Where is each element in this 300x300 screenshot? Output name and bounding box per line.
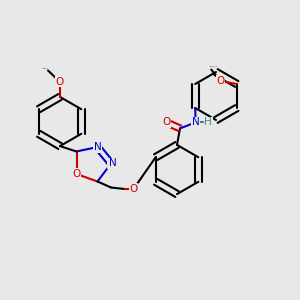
Text: N: N — [192, 117, 200, 128]
Text: N: N — [109, 158, 116, 169]
Text: O: O — [129, 184, 138, 194]
Text: H: H — [204, 117, 212, 128]
Text: O: O — [72, 169, 81, 179]
Text: O: O — [162, 117, 171, 128]
Text: O: O — [216, 76, 224, 86]
Text: N: N — [107, 158, 115, 169]
Text: N: N — [94, 142, 101, 152]
Text: O: O — [56, 77, 64, 87]
Text: methoxy: methoxy — [43, 68, 49, 69]
Text: methoxy_C: methoxy_C — [210, 65, 218, 67]
